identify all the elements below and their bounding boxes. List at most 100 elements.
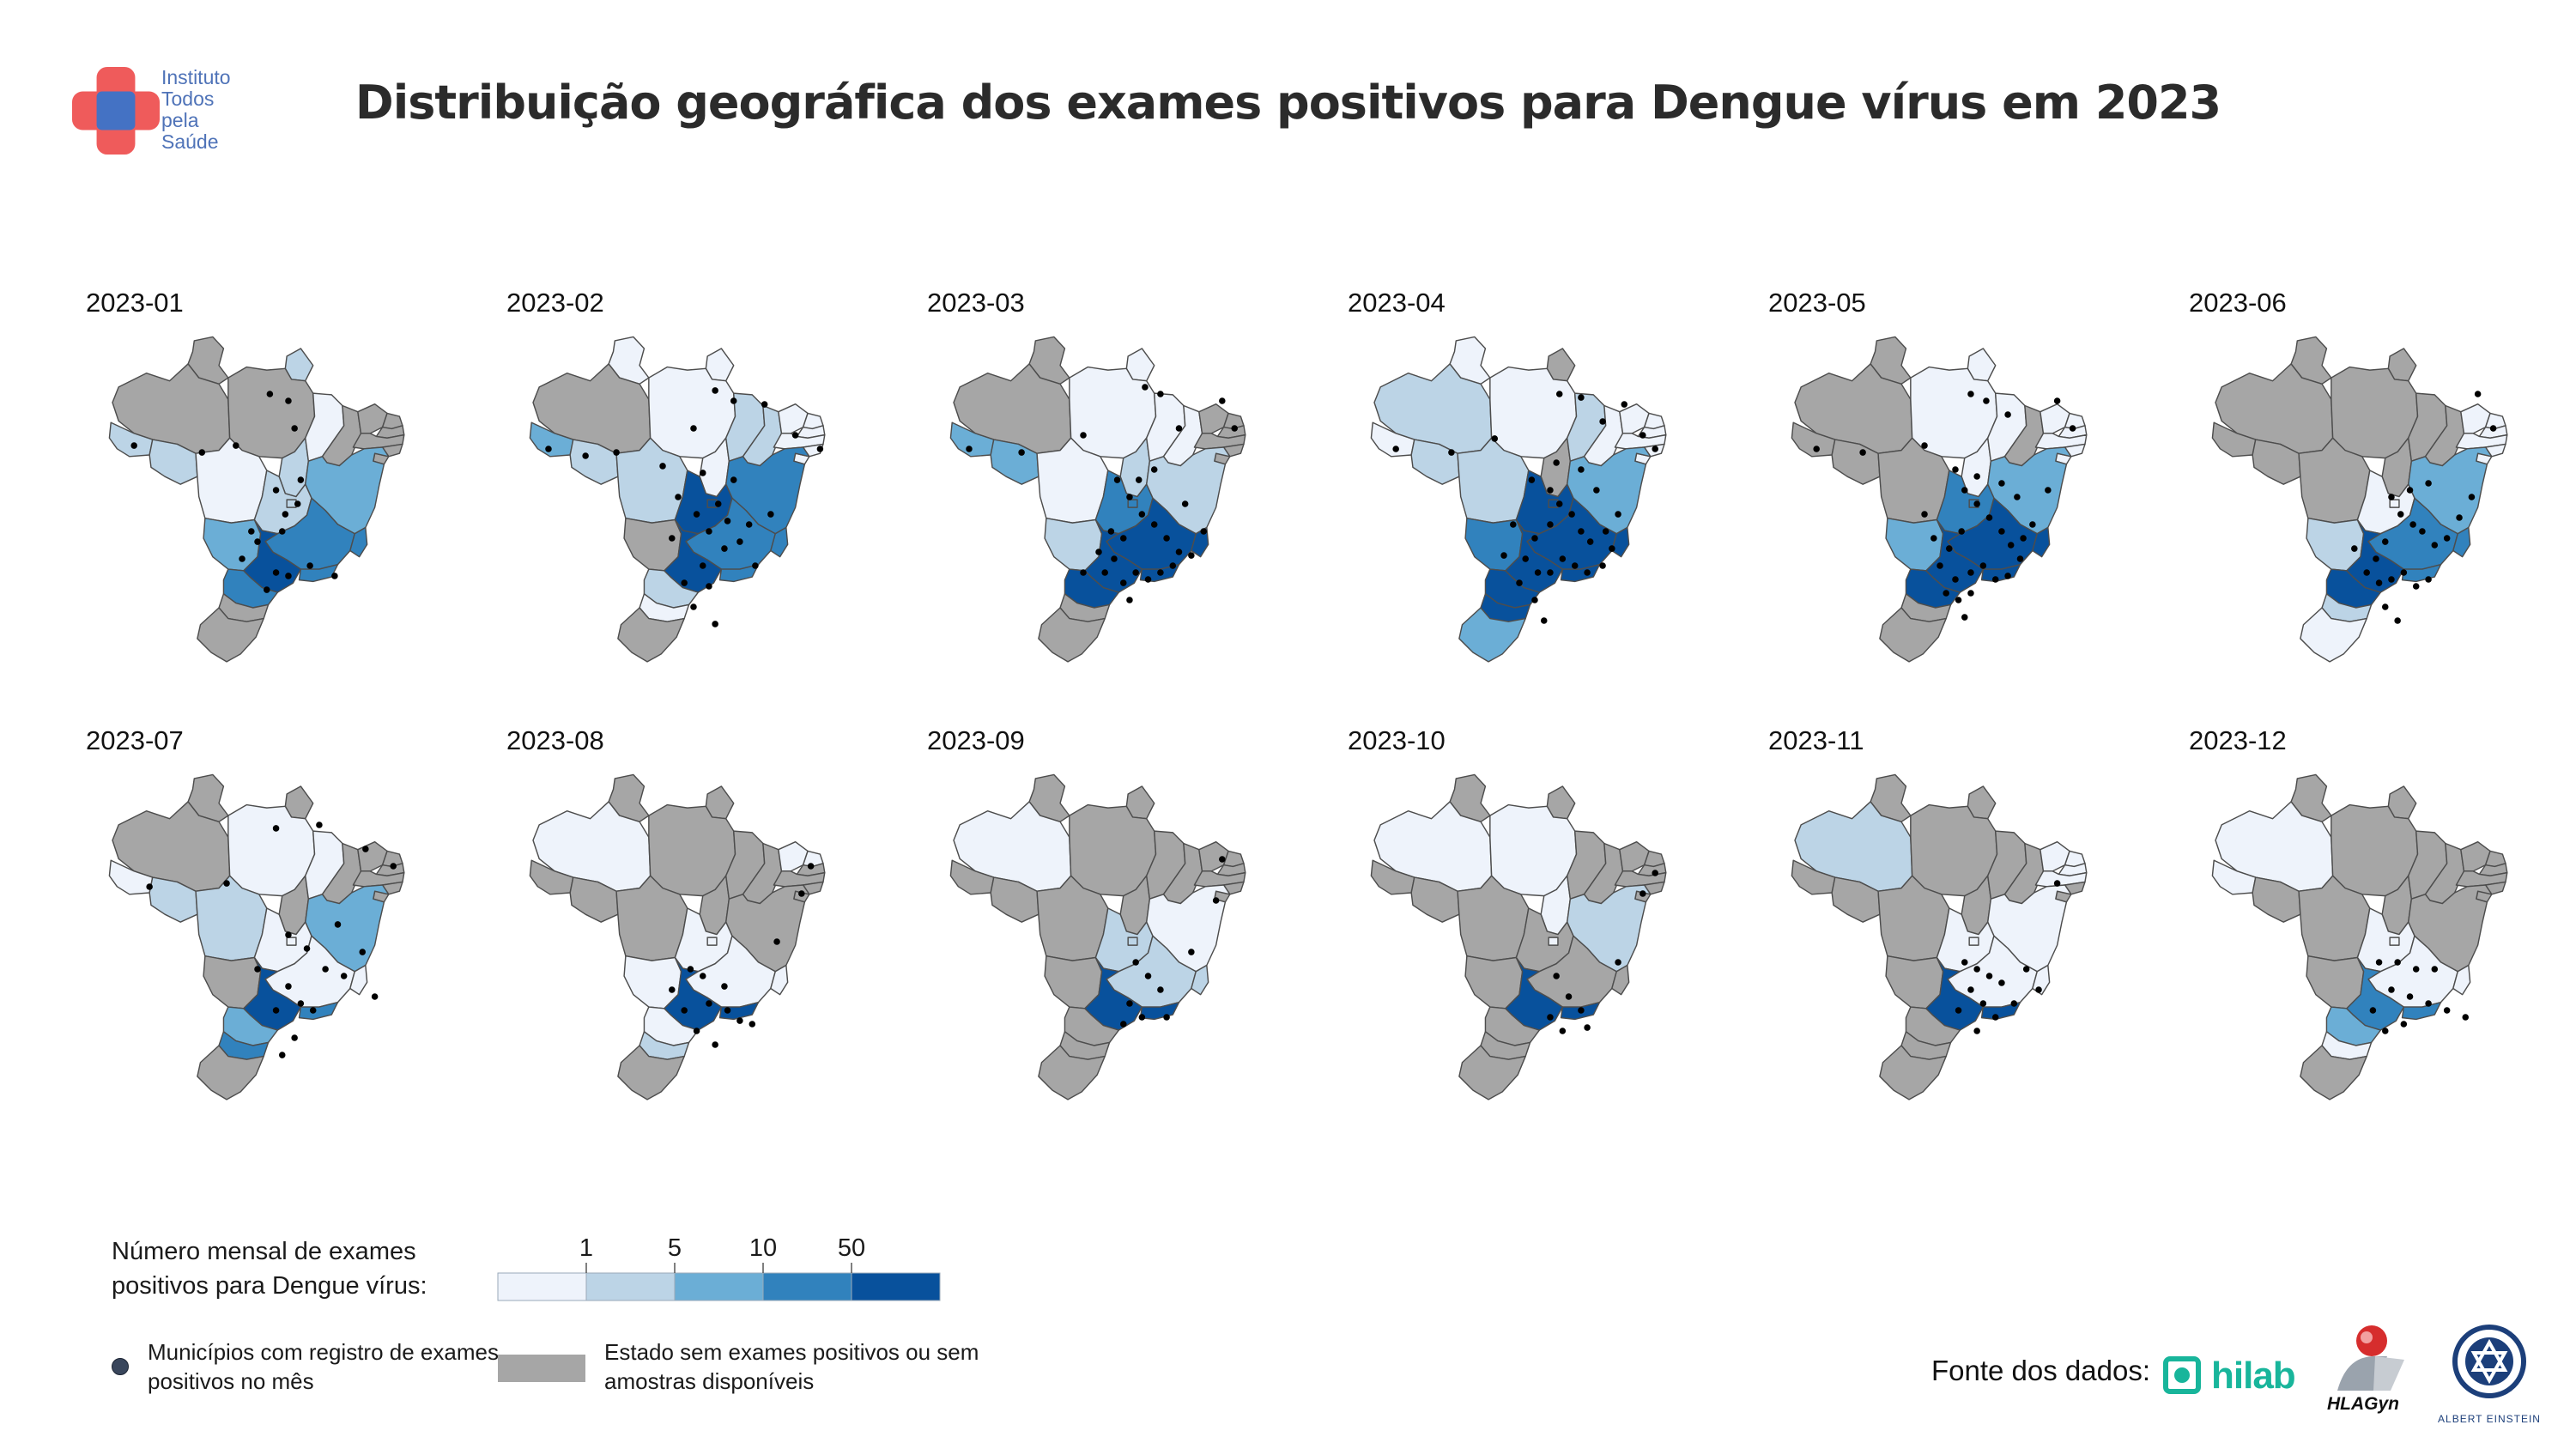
hilab-logo-icon (2163, 1356, 2201, 1394)
municipality-dot (1547, 1014, 1554, 1021)
brazil-map (529, 773, 826, 1100)
state-RS (2300, 1045, 2367, 1100)
municipality-dot (767, 511, 774, 518)
municipality-dot (1157, 391, 1164, 397)
map-label: 2023-01 (86, 288, 184, 318)
state-AC (108, 859, 154, 895)
state-RS (1038, 1045, 1106, 1100)
municipality-dot (1212, 897, 1220, 904)
municipality-dot (1967, 569, 1974, 576)
municipality-dot (266, 391, 274, 397)
municipality-dot (316, 822, 323, 828)
municipality-dot (1578, 394, 1585, 401)
map-panel-2023-08: 2023-08 (506, 725, 876, 1155)
municipality-dot (1640, 432, 1646, 439)
municipality-dot (2373, 555, 2379, 562)
state-PE (2034, 870, 2088, 888)
municipality-dot (1200, 528, 1208, 535)
state-RR (1449, 773, 1491, 823)
map-label: 2023-04 (1348, 288, 1446, 318)
municipality-dot (1859, 449, 1866, 456)
municipality-dot (1163, 535, 1170, 542)
municipality-dot (1955, 597, 1962, 603)
state-RJ (2401, 1001, 2442, 1021)
map-panel-2023-03: 2023-03 (927, 288, 1296, 717)
state-RJ (1980, 1001, 2021, 1021)
municipality-dot (1979, 562, 1987, 569)
state-RR (2290, 336, 2332, 385)
state-DF (286, 499, 297, 508)
state-ES (1191, 964, 1209, 996)
municipality-dot (2489, 425, 2497, 432)
state-SP (243, 956, 302, 1031)
state-RS (197, 1045, 264, 1100)
state-AC (1370, 421, 1415, 458)
municipality-dot (730, 397, 737, 404)
municipality-dot (1584, 1024, 1591, 1031)
state-PE (2455, 433, 2508, 450)
municipality-dot (272, 569, 280, 576)
source-section: Fonte dos dados: hilab HLAGyn ALBERT EIN… (1931, 1322, 2549, 1434)
municipality-dot (223, 880, 230, 887)
municipality-dot (1119, 579, 1127, 586)
state-DF (1127, 499, 1138, 508)
municipality-dot (1522, 555, 1529, 562)
state-DF (706, 499, 718, 508)
municipality-dot (2400, 1021, 2408, 1028)
municipality-dot (1142, 384, 1149, 391)
municipality-dot (1135, 476, 1143, 483)
municipality-dot (1113, 476, 1121, 483)
municipality-dot (966, 446, 973, 452)
municipality-dot (146, 883, 153, 890)
brazil-map (1791, 336, 2088, 663)
municipality-dot (1943, 590, 1949, 597)
municipality-dot (1565, 993, 1573, 1000)
municipality-dot (272, 1007, 280, 1014)
municipality-dot (1578, 528, 1585, 535)
municipality-dot (2468, 494, 2476, 500)
municipality-dot (1958, 528, 1965, 535)
state-DF (1127, 937, 1138, 946)
municipality-dot (334, 921, 342, 928)
municipality-dot (693, 1028, 700, 1034)
map-panel-2023-11: 2023-11 (1768, 725, 2137, 1155)
municipality-dot (1952, 576, 1959, 583)
einstein-logo-icon (2452, 1325, 2526, 1398)
municipality-dot (309, 1007, 317, 1014)
state-PE (352, 433, 405, 450)
municipality-dot (1157, 986, 1164, 993)
state-RR (187, 773, 229, 823)
municipality-dot (1111, 555, 1118, 562)
state-AC (529, 421, 574, 458)
state-ES (770, 964, 789, 996)
municipality-dot (1961, 487, 1968, 494)
municipality-dot (278, 528, 286, 535)
municipality-dot (2010, 1000, 2018, 1007)
state-DF (1548, 499, 1559, 508)
municipality-dot (340, 973, 348, 979)
municipality-dot (690, 603, 697, 610)
municipality-dot (291, 1034, 298, 1041)
municipality-dot (303, 945, 311, 952)
municipality-dot (2412, 583, 2420, 590)
municipality-dot (2375, 579, 2383, 586)
state-AC (949, 859, 995, 895)
state-RR (1028, 336, 1070, 385)
municipality-dot (306, 562, 313, 569)
state-RO (569, 439, 619, 485)
map-label: 2023-09 (927, 725, 1025, 755)
municipality-dot (706, 583, 712, 590)
municipality-dot (545, 446, 552, 452)
municipality-dot (390, 863, 397, 870)
municipality-dot (687, 966, 694, 973)
municipality-dot (749, 1021, 756, 1028)
municipality-dot (2045, 487, 2052, 494)
municipality-dot (1955, 1007, 1962, 1014)
municipality-dot (1998, 528, 2005, 535)
municipality-dot (1181, 500, 1189, 507)
municipality-dot (706, 528, 712, 535)
brazil-map (1370, 773, 1667, 1100)
state-RO (569, 876, 619, 923)
state-DF (706, 937, 718, 946)
